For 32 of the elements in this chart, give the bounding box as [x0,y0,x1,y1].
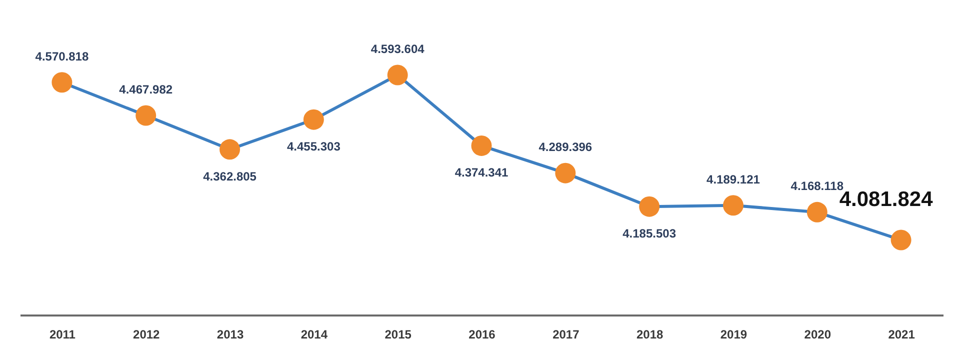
x-tick-label: 2018 [636,328,664,342]
point [639,196,660,217]
data-label: 4.185.503 [622,226,676,241]
x-tick-label: 2020 [804,328,832,342]
x-tick-label: 2015 [384,328,412,342]
data-label: 4.168.118 [790,179,844,194]
x-tick-label: 2021 [888,328,916,342]
x-tick-label: 2013 [216,328,244,342]
data-label: 4.455.303 [286,140,341,154]
data-label: 4.362.805 [203,169,257,184]
point [890,230,912,250]
data-label: 4.289.396 [538,140,592,154]
data-label: 4.374.341 [454,166,509,180]
x-tick-label: 2014 [300,328,328,342]
point [555,162,576,184]
x-tick-label: 2019 [720,328,748,342]
x-tick-label: 2012 [133,328,160,342]
x-tick-label: 2016 [468,328,496,342]
point [387,64,408,86]
point [220,139,240,160]
data-label: 4.593.604 [370,42,425,56]
x-tick-label: 2011 [49,328,76,342]
data-label: 4.570.818 [35,49,89,64]
x-tick-label: 2017 [552,328,580,342]
point [471,135,492,156]
data-label: 4.189.121 [706,172,760,186]
point [136,105,156,126]
point [303,109,324,130]
point [52,72,72,93]
data-label: 4.467.982 [119,82,173,96]
point [722,195,744,216]
point [806,202,828,222]
